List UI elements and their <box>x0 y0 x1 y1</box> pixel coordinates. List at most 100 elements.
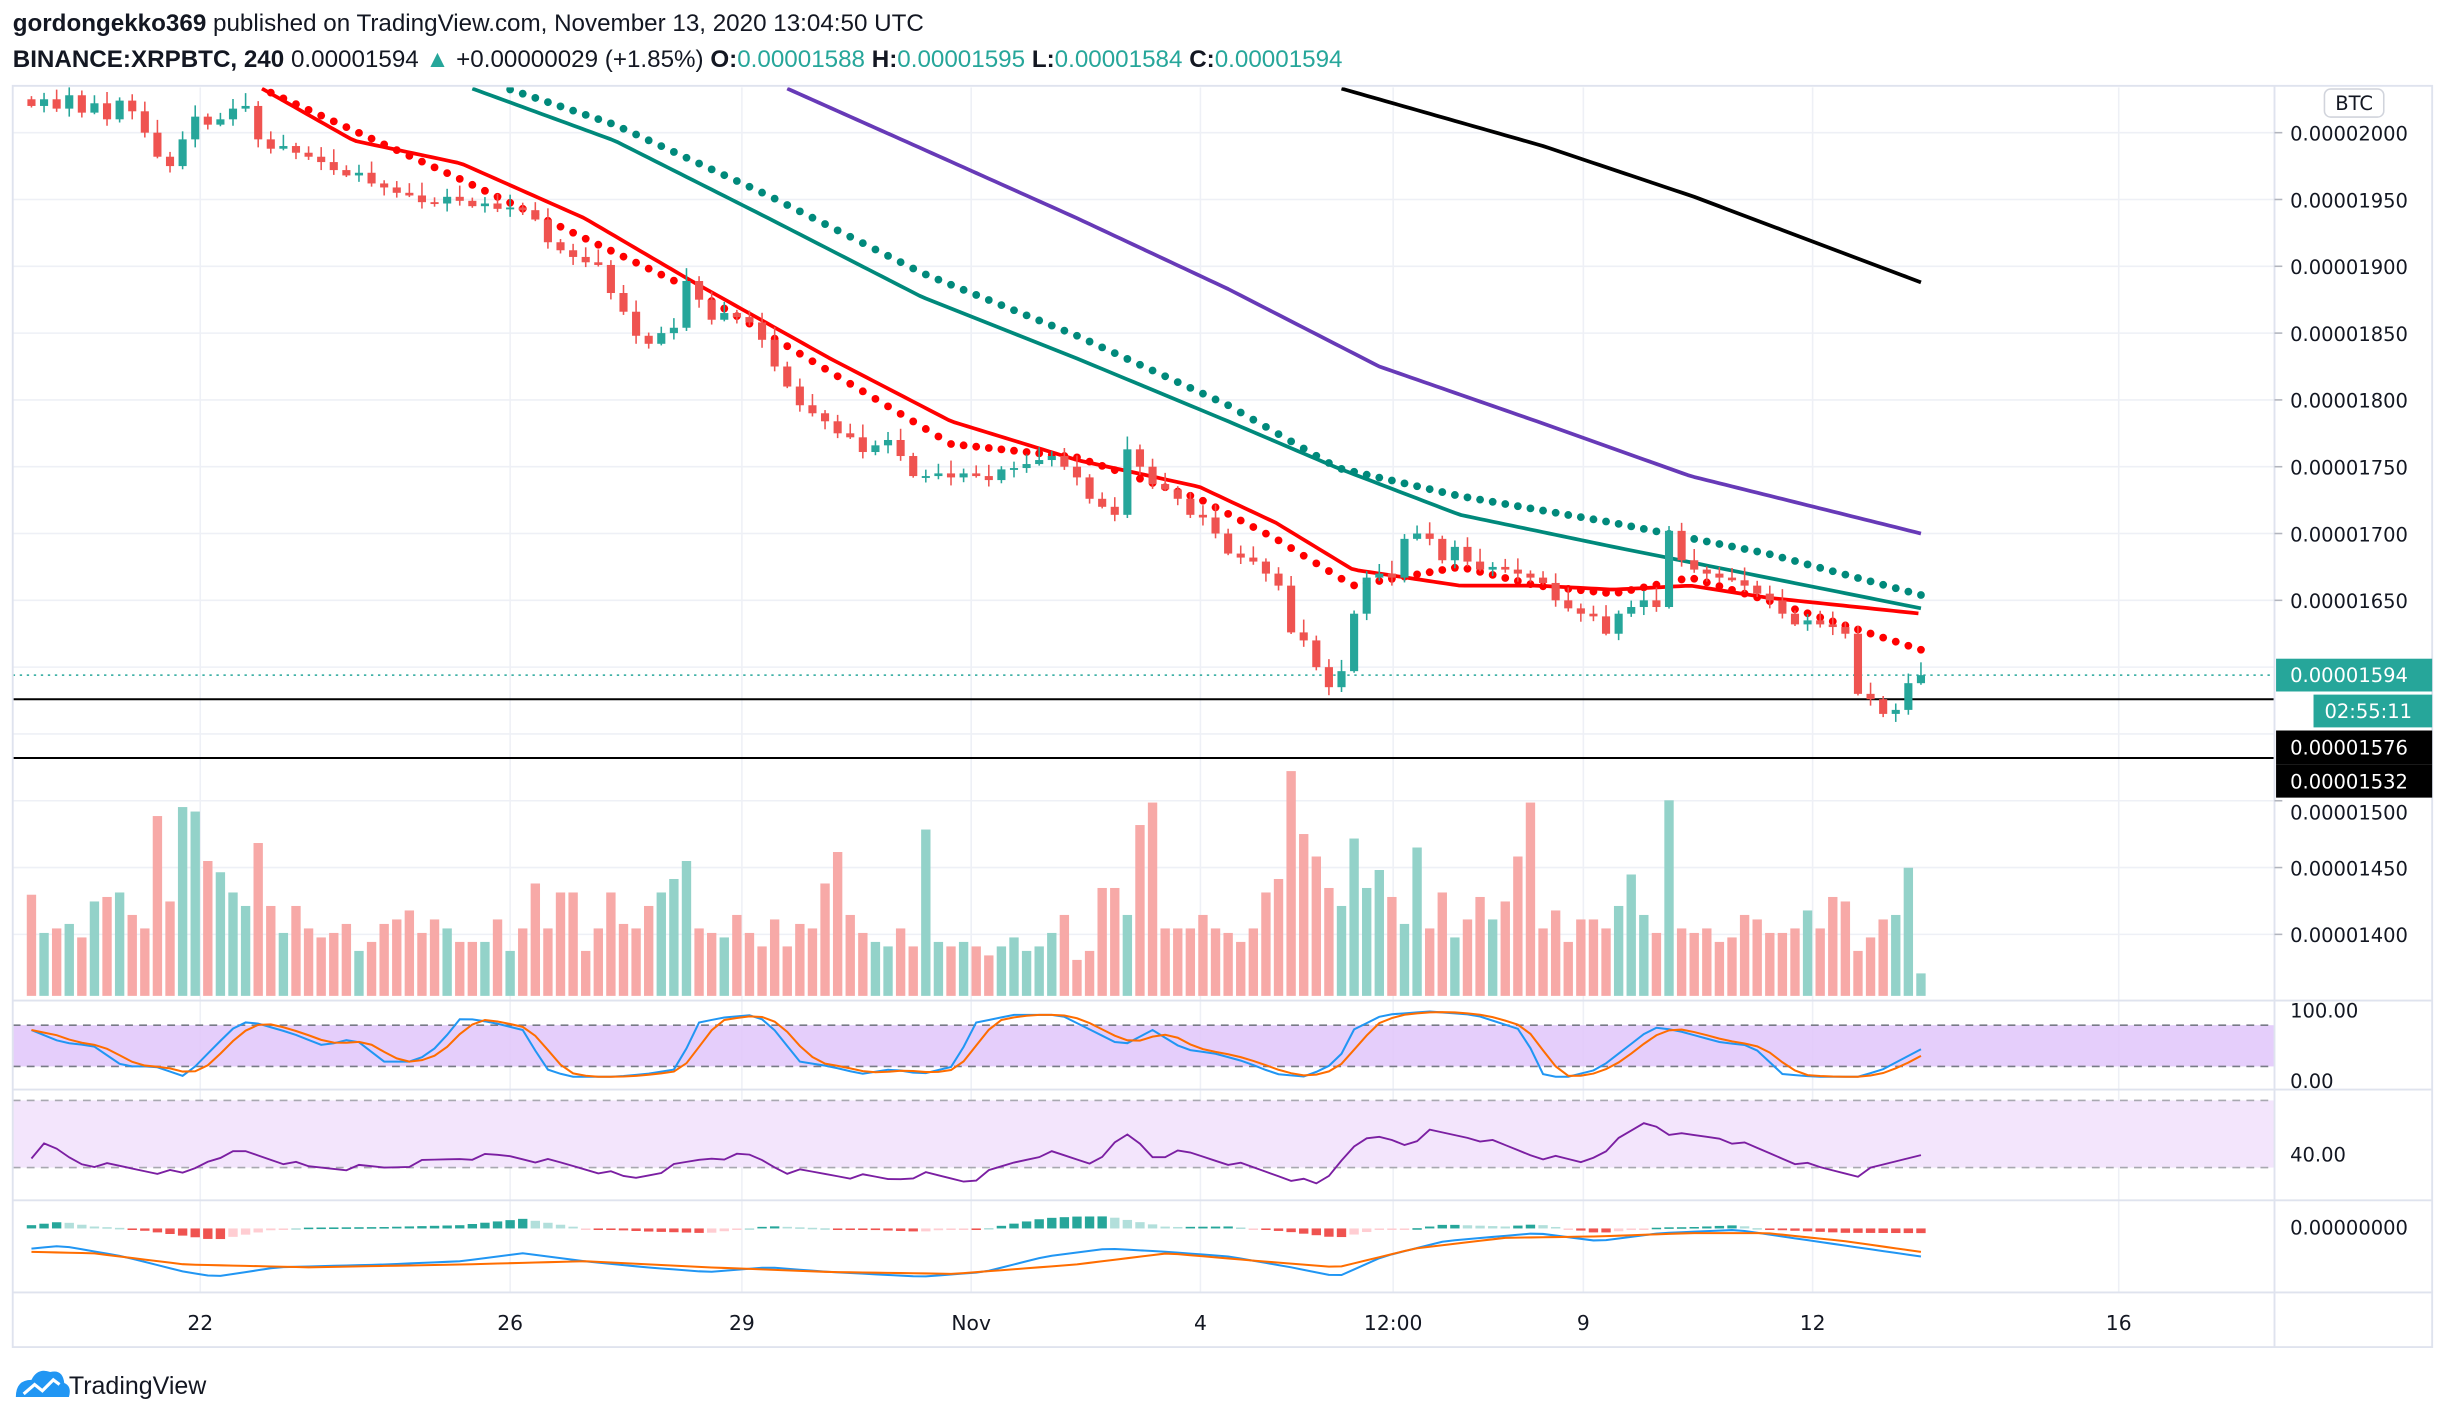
candle-body <box>1098 498 1107 507</box>
candle-body <box>720 313 729 320</box>
tradingview-logo[interactable]: TradingView <box>15 1370 207 1400</box>
stochastic-pane[interactable] <box>12 1010 2275 1078</box>
candle <box>1538 571 1548 585</box>
moving-average-dot <box>720 171 729 180</box>
candle <box>1299 619 1308 647</box>
candle-body <box>1425 533 1434 539</box>
price-axis[interactable]: 0.00002000 0.00001950 0.00001900 0.00001850… <box>2274 122 2408 947</box>
volume-bar <box>1475 896 1485 996</box>
candle <box>90 95 99 115</box>
macd-histogram-bar <box>1412 1228 1422 1230</box>
candle <box>430 197 439 207</box>
candle <box>934 463 943 480</box>
candle <box>216 112 225 127</box>
macd-histogram-bar <box>26 1225 37 1229</box>
macd-histogram-bar <box>114 1227 125 1230</box>
candle <box>1727 567 1737 582</box>
moving-average-dot <box>934 275 943 284</box>
macd-histogram-bar <box>64 1222 74 1229</box>
price-pane[interactable] <box>12 82 2275 760</box>
volume-bar <box>1689 932 1699 996</box>
volume-bar <box>26 894 37 996</box>
moving-average-dot <box>997 445 1006 454</box>
macd-histogram-bar <box>203 1228 213 1239</box>
moving-average-dot <box>846 232 855 241</box>
moving-average-dot <box>884 251 892 260</box>
candle-body <box>1551 582 1560 601</box>
volume-bar <box>1160 928 1170 996</box>
volume-bar <box>505 950 515 996</box>
candle-body <box>594 262 603 265</box>
moving-average-dot <box>317 111 326 120</box>
macd-histogram-bar <box>543 1222 553 1229</box>
candle <box>1060 448 1069 470</box>
moving-average-dot <box>1740 589 1749 598</box>
volume-bar <box>996 946 1007 996</box>
volume-pane[interactable] <box>26 771 1926 996</box>
candle-body <box>317 156 326 163</box>
moving-average-dot <box>569 228 578 237</box>
moving-average-dot <box>745 182 754 191</box>
macd-pane[interactable] <box>26 1216 1926 1278</box>
volume-bar <box>820 883 830 996</box>
macd-histogram-bar <box>1702 1226 1712 1229</box>
macd-histogram-bar <box>631 1228 641 1231</box>
candle-body <box>430 202 439 205</box>
macd-histogram-bar <box>127 1228 137 1231</box>
volume-bar <box>1664 800 1674 996</box>
moving-average-dot <box>569 106 578 115</box>
macd-histogram-bar <box>1374 1228 1384 1231</box>
moving-average-dot <box>544 98 552 107</box>
candle <box>1853 625 1863 696</box>
macd-histogram-bar <box>568 1226 578 1229</box>
candle <box>1627 600 1636 617</box>
candle <box>745 310 754 326</box>
moving-average-dot <box>1488 497 1497 506</box>
moving-average-dot <box>1123 355 1132 363</box>
volume-bar <box>946 946 956 996</box>
candle-body <box>1853 633 1863 694</box>
candle <box>959 468 968 483</box>
candle <box>1576 603 1585 622</box>
volume-bar <box>392 919 402 996</box>
candle <box>1639 590 1648 616</box>
volume-bar <box>1021 950 1032 996</box>
rsi-pane[interactable] <box>12 1099 2275 1185</box>
macd-histogram-bar <box>102 1227 112 1229</box>
candle-body <box>1727 577 1737 581</box>
header: gordongekko369 published on TradingView.… <box>13 10 1343 73</box>
currency-badge[interactable] <box>2323 88 2385 118</box>
macd-histogram-bar <box>656 1228 666 1232</box>
candle-body <box>140 111 149 133</box>
volume-bar <box>1538 928 1548 996</box>
author[interactable]: gordongekko369 <box>13 10 207 37</box>
line-price-tag <box>2276 730 2433 765</box>
moving-average-dot <box>783 201 792 209</box>
moving-average-dot <box>1891 584 1900 593</box>
moving-average-dot <box>1702 578 1711 587</box>
stoch-band <box>12 1025 2275 1067</box>
moving-average-dot <box>606 246 615 255</box>
moving-average-dot <box>1526 504 1535 513</box>
candle <box>1690 549 1699 573</box>
last-price-tag-text: 0.00001594 <box>2290 664 2408 687</box>
candle-body <box>443 196 452 204</box>
moving-average-dot <box>1803 560 1812 569</box>
moving-average-dot <box>430 163 439 172</box>
moving-average-dot <box>1677 575 1686 584</box>
candle-body <box>1287 585 1296 633</box>
volume-bar <box>1462 919 1473 996</box>
macd-histogram-bar <box>455 1225 465 1229</box>
time-axis[interactable]: 22 26 29 Nov 4 12:00 9 12 16 <box>187 1311 2131 1335</box>
candle <box>1778 589 1787 619</box>
macd-histogram-bar <box>1576 1228 1586 1231</box>
candle-body <box>266 139 275 149</box>
open-value: 0.00001588 <box>737 46 865 73</box>
moving-average-dot <box>1476 567 1484 576</box>
macd-histogram-bar <box>1777 1228 1788 1231</box>
candle <box>518 202 527 215</box>
volume-bar <box>1059 914 1070 996</box>
candle <box>984 464 993 487</box>
moving-average-dot <box>581 110 590 119</box>
